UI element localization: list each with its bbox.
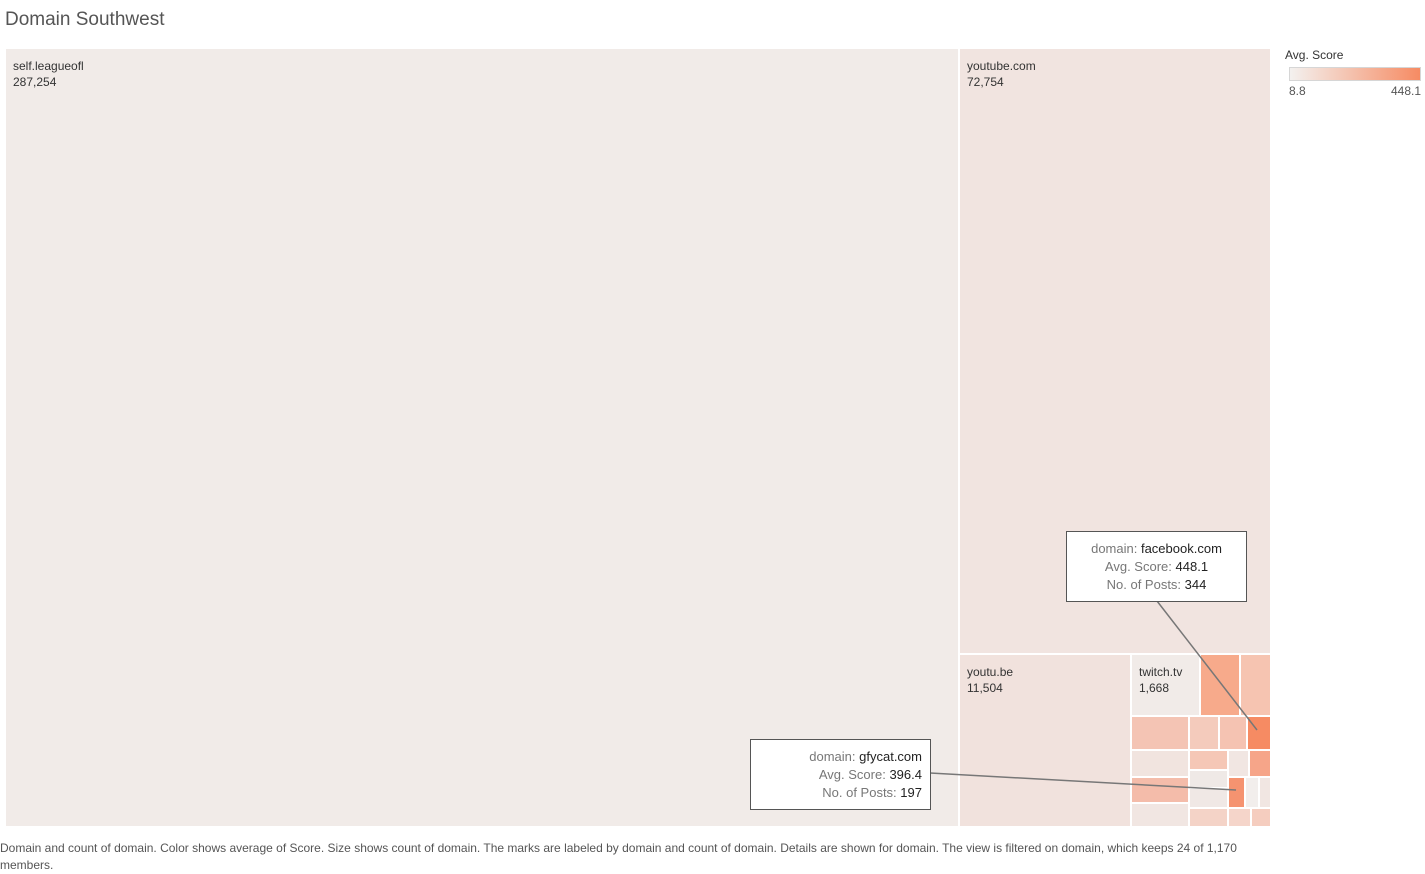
treemap-cell-small[interactable]: [1200, 654, 1240, 716]
treemap-cell-small[interactable]: [1131, 777, 1189, 803]
treemap-cell-small[interactable]: [1189, 808, 1228, 827]
treemap-cell-small[interactable]: [1189, 750, 1228, 770]
callout-row-posts: No. of Posts: 344: [1106, 577, 1207, 592]
cell-count: 1,668: [1139, 681, 1170, 695]
treemap-cell-small[interactable]: [1228, 808, 1251, 827]
cell-label-twitch-tv: twitch.tv 1,668: [1139, 664, 1182, 696]
cell-count: 287,254: [13, 75, 57, 89]
treemap-cell-small[interactable]: [1189, 716, 1219, 750]
legend-max-label: 448.1: [1390, 84, 1421, 98]
callout-row-domain: domain: facebook.com: [1091, 541, 1222, 556]
treemap-cell-small[interactable]: [1228, 750, 1249, 777]
callout-facebook: domain: facebook.com Avg. Score: 448.1 N…: [1066, 531, 1247, 602]
callout-row-posts: No. of Posts: 197: [822, 785, 922, 800]
treemap-cell-small[interactable]: [1245, 777, 1259, 808]
cell-domain: youtu.be: [967, 665, 1014, 679]
treemap-cell-small[interactable]: [1240, 654, 1271, 716]
cell-count: 11,504: [967, 681, 1003, 695]
callout-gfycat: domain: gfycat.com Avg. Score: 396.4 No.…: [750, 739, 931, 810]
treemap-cell-facebook-com[interactable]: [1247, 716, 1271, 750]
legend-ticks: 8.8 448.1: [1285, 84, 1421, 100]
treemap-cell-small[interactable]: [1189, 788, 1228, 808]
cell-domain: self.leagueofl: [13, 59, 84, 73]
cell-label-youtu-be: youtu.be 11,504: [967, 664, 1013, 696]
color-legend: Avg. Score 8.8 448.1: [1285, 48, 1421, 100]
treemap-cell-small[interactable]: [1131, 750, 1189, 777]
treemap-cell-gfycat-com[interactable]: [1228, 777, 1245, 808]
callout-row-domain: domain: gfycat.com: [809, 749, 922, 764]
treemap-cell-twitch-tv[interactable]: twitch.tv 1,668: [1131, 654, 1200, 716]
cell-domain: youtube.com: [967, 59, 1036, 73]
cell-label-self-leagueofl: self.leagueofl 287,254: [13, 58, 84, 90]
legend-gradient-bar: [1289, 67, 1421, 81]
cell-count: 72,754: [967, 75, 1004, 89]
treemap: self.leagueofl 287,254 youtube.com 72,75…: [5, 48, 1271, 827]
callout-row-score: Avg. Score: 396.4: [818, 767, 922, 782]
cell-domain: twitch.tv: [1139, 665, 1183, 679]
treemap-cell-youtu-be[interactable]: youtu.be 11,504: [959, 654, 1131, 827]
treemap-cell-small[interactable]: [1249, 750, 1271, 777]
chart-caption: Domain and count of domain. Color shows …: [0, 841, 1237, 872]
treemap-cell-small[interactable]: [1251, 808, 1271, 827]
treemap-cell-small[interactable]: [1131, 716, 1189, 750]
chart-title: Domain Southwest: [5, 9, 165, 30]
treemap-cell-self-leagueofl[interactable]: self.leagueofl 287,254: [5, 48, 959, 827]
cell-label-youtube-com: youtube.com 72,754: [967, 58, 1036, 90]
treemap-cell-small[interactable]: [1189, 770, 1228, 788]
treemap-cell-small[interactable]: [1131, 803, 1189, 827]
legend-title: Avg. Score: [1285, 48, 1344, 62]
treemap-cell-small[interactable]: [1259, 777, 1271, 808]
legend-min-label: 8.8: [1289, 84, 1306, 98]
treemap-cell-small[interactable]: [1219, 716, 1247, 750]
callout-row-score: Avg. Score: 448.1: [1104, 559, 1209, 574]
